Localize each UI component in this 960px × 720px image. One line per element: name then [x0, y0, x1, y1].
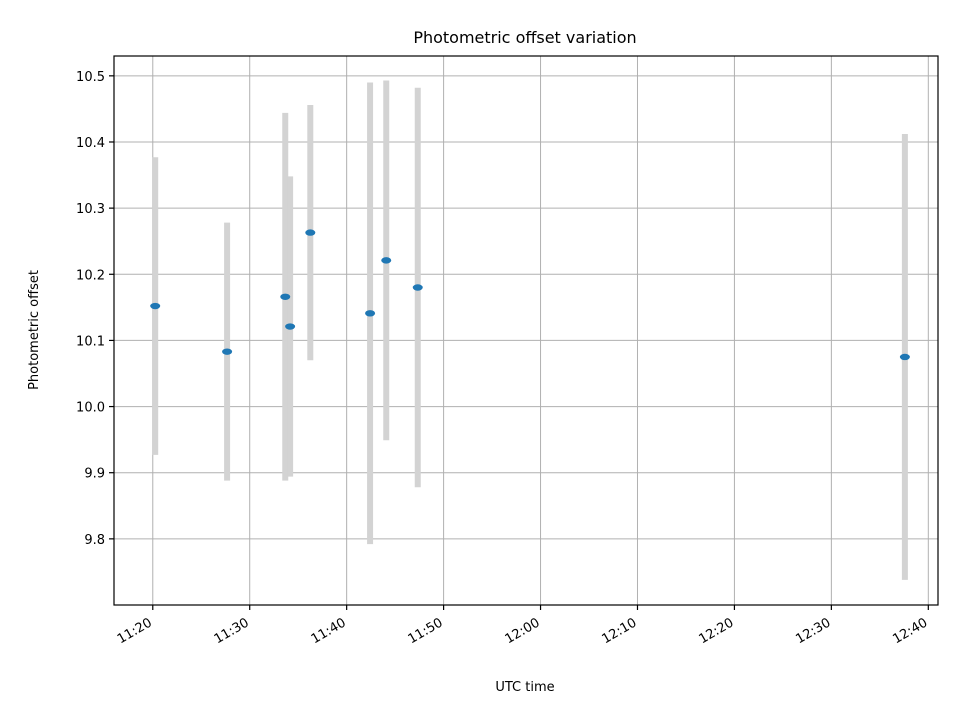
- data-point: [150, 302, 161, 310]
- y-axis-label: Photometric offset: [27, 270, 42, 390]
- data-points: [150, 229, 910, 361]
- y-tick-label: 10.3: [76, 202, 105, 217]
- x-axis-label: UTC time: [495, 680, 554, 695]
- data-point: [222, 348, 233, 355]
- data-point: [280, 293, 291, 300]
- grid: [114, 56, 938, 605]
- y-tick-label: 10.4: [76, 136, 105, 151]
- data-point: [412, 284, 423, 291]
- data-point: [899, 353, 910, 361]
- y-tick-label: 9.9: [84, 467, 105, 482]
- data-point: [305, 229, 316, 236]
- y-tick-label: 10.2: [76, 268, 105, 283]
- y-tick-label: 10.0: [76, 401, 105, 416]
- y-axis-ticks: 9.8 9.9 10.0 10.1 10.2 10.3 10.4 10.5: [76, 70, 114, 548]
- y-tick-label: 9.8: [84, 533, 105, 548]
- plot-frame: [113, 55, 939, 606]
- chart-title: Photometric offset variation: [413, 28, 636, 47]
- data-point: [285, 323, 296, 330]
- data-point: [381, 257, 392, 264]
- data-point: [365, 310, 376, 317]
- y-tick-label: 10.1: [76, 334, 105, 349]
- y-tick-label: 10.5: [76, 70, 105, 85]
